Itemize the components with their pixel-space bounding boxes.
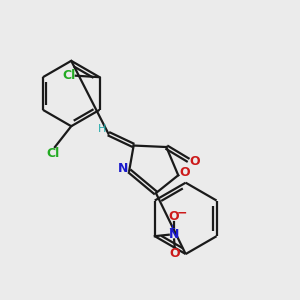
Text: Cl: Cl (47, 147, 60, 160)
Text: N: N (118, 162, 128, 175)
Text: O: O (169, 247, 180, 260)
Text: N: N (169, 228, 179, 241)
Text: O: O (190, 155, 200, 168)
Text: Cl: Cl (63, 69, 76, 82)
Text: O: O (179, 167, 190, 179)
Text: H: H (98, 124, 106, 134)
Text: −: − (176, 206, 187, 219)
Text: +: + (168, 224, 175, 233)
Text: O: O (169, 210, 179, 223)
